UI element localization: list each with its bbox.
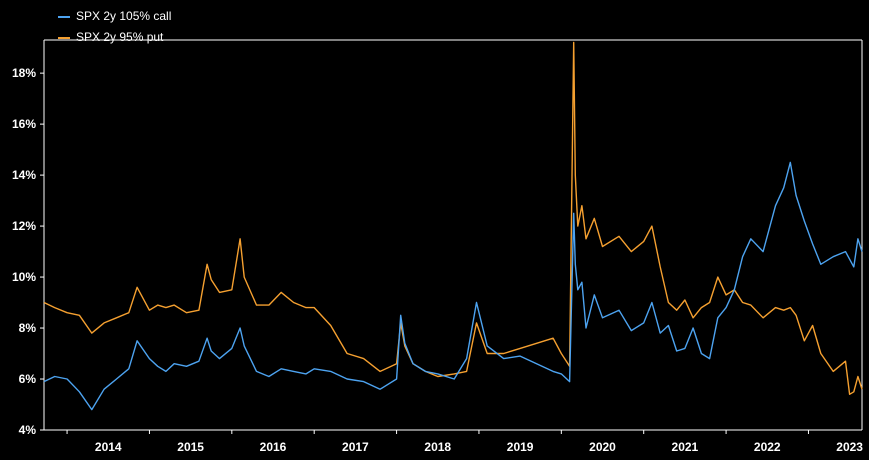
x-tick-label: 2019 <box>507 440 534 454</box>
legend-label-put: SPX 2y 95% put <box>76 30 164 44</box>
x-tick-label: 2022 <box>754 440 781 454</box>
x-tick-label: 2015 <box>177 440 204 454</box>
y-tick-label: 16% <box>12 117 36 131</box>
series-line-call <box>43 161 863 411</box>
x-tick-label: 2020 <box>589 440 616 454</box>
y-tick-label: 6% <box>19 372 37 386</box>
series-line-put <box>43 41 863 395</box>
x-tick-label: 2016 <box>260 440 287 454</box>
legend-item-call: SPX 2y 105% call <box>58 6 171 27</box>
y-tick-label: 4% <box>19 423 37 437</box>
legend: SPX 2y 105% call SPX 2y 95% put <box>58 6 171 48</box>
y-tick-label: 18% <box>12 66 36 80</box>
x-tick-label: 2021 <box>672 440 699 454</box>
legend-label-call: SPX 2y 105% call <box>76 9 172 23</box>
y-axis: 4% 6% 8% 10% 12% 14% 16% 18% <box>12 66 44 437</box>
y-tick-label: 8% <box>19 321 37 335</box>
legend-swatch-call <box>58 15 70 18</box>
x-tick-label: 2014 <box>95 440 122 454</box>
y-tick-label: 10% <box>12 270 36 284</box>
y-tick-label: 14% <box>12 168 36 182</box>
series-layer <box>43 41 863 411</box>
legend-item-put: SPX 2y 95% put <box>58 27 171 48</box>
x-axis: 2014 2015 2016 2017 2018 2019 2020 2021 2022 2023 <box>66 430 863 454</box>
y-tick-label: 12% <box>12 219 36 233</box>
legend-swatch-put <box>58 36 70 39</box>
x-tick-label: 2023 <box>836 440 863 454</box>
x-tick-label: 2017 <box>342 440 369 454</box>
x-tick-label: 2018 <box>424 440 451 454</box>
